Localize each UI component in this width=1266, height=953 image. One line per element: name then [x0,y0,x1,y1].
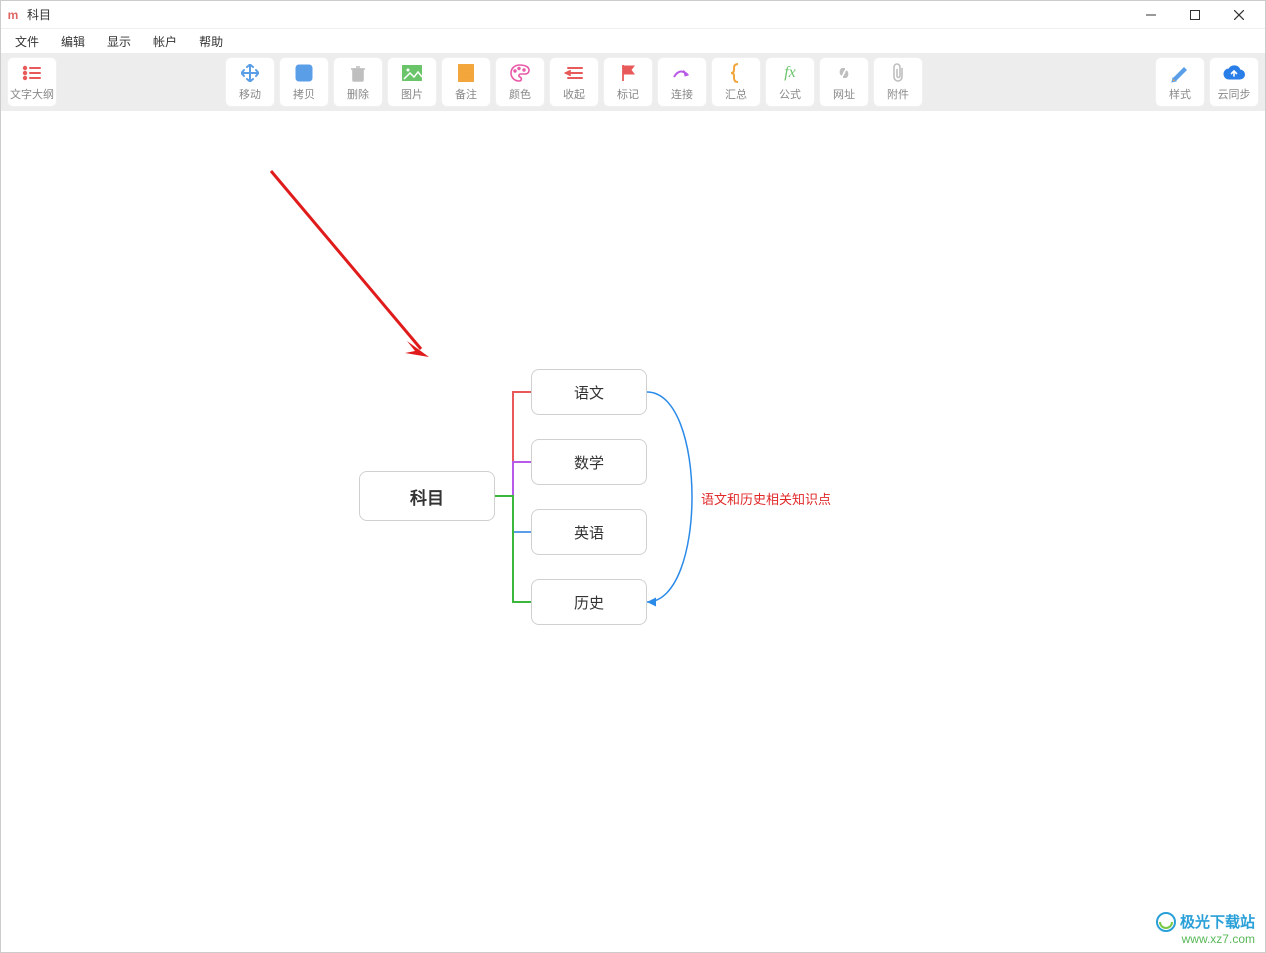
watermark-url: www.xz7.com [1156,932,1255,946]
brace-icon [725,63,747,83]
cloud-icon [1223,63,1245,83]
move-icon [239,63,261,83]
child-node-3[interactable]: 历史 [531,579,647,625]
child-node-0[interactable]: 语文 [531,369,647,415]
watermark-icon [1156,912,1176,932]
trash-icon [347,63,369,83]
child-node-1[interactable]: 数学 [531,439,647,485]
menu-help[interactable]: 帮助 [189,31,233,52]
watermark: 极光下载站 www.xz7.com [1156,911,1255,946]
note-label: 备注 [455,86,477,102]
connect-label: 连接 [671,86,693,102]
note-icon [455,63,477,83]
style-label: 样式 [1169,86,1191,102]
fx-icon: fx [779,63,801,83]
sync-label: 云同步 [1218,86,1251,102]
toolbar: 文字大纲 移动 拷贝 删除 图片 备注 颜色 [1,53,1265,111]
collapse-button[interactable]: 收起 [549,57,599,107]
url-button[interactable]: 网址 [819,57,869,107]
summary-button[interactable]: 汇总 [711,57,761,107]
copy-icon [293,63,315,83]
marker-label: 标记 [617,86,639,102]
menu-display[interactable]: 显示 [97,31,141,52]
connection-annotation: 语文和历史相关知识点 [701,489,831,508]
style-button[interactable]: 样式 [1155,57,1205,107]
palette-icon [509,63,531,83]
move-button[interactable]: 移动 [225,57,275,107]
brush-icon [1169,63,1191,83]
outline-button[interactable]: 文字大纲 [7,57,57,107]
image-label: 图片 [401,86,423,102]
collapse-label: 收起 [563,86,585,102]
watermark-brand: 极光下载站 [1180,911,1255,932]
connect-button[interactable]: 连接 [657,57,707,107]
minimize-button[interactable] [1129,1,1173,29]
sync-button[interactable]: 云同步 [1209,57,1259,107]
marker-button[interactable]: 标记 [603,57,653,107]
list-icon [21,63,43,83]
color-label: 颜色 [509,86,531,102]
app-icon: m [5,7,21,23]
maximize-button[interactable] [1173,1,1217,29]
formula-button[interactable]: fx 公式 [765,57,815,107]
summary-label: 汇总 [725,86,747,102]
window-controls [1129,1,1261,29]
flag-icon [617,63,639,83]
attach-label: 附件 [887,86,909,102]
child-node-2[interactable]: 英语 [531,509,647,555]
copy-button[interactable]: 拷贝 [279,57,329,107]
menu-file[interactable]: 文件 [5,31,49,52]
collapse-icon [563,63,585,83]
image-button[interactable]: 图片 [387,57,437,107]
image-icon [401,63,423,83]
menu-edit[interactable]: 编辑 [51,31,95,52]
menu-account[interactable]: 帐户 [143,31,187,52]
root-node[interactable]: 科目 [359,471,495,521]
paperclip-icon [887,63,909,83]
titlebar: m 科目 [1,1,1265,29]
attach-button[interactable]: 附件 [873,57,923,107]
mindmap-canvas[interactable]: 科目 语文 数学 英语 历史 语文和历史相关知识点 极光下载站 www.xz7.… [1,111,1265,952]
formula-label: 公式 [779,86,801,102]
delete-button[interactable]: 删除 [333,57,383,107]
color-button[interactable]: 颜色 [495,57,545,107]
outline-label: 文字大纲 [10,86,54,102]
copy-label: 拷贝 [293,86,315,102]
move-label: 移动 [239,86,261,102]
close-button[interactable] [1217,1,1261,29]
window-title: 科目 [27,6,1129,23]
link-icon [833,63,855,83]
connect-icon [671,63,693,83]
url-label: 网址 [833,86,855,102]
menubar: 文件 编辑 显示 帐户 帮助 [1,29,1265,53]
note-button[interactable]: 备注 [441,57,491,107]
delete-label: 删除 [347,86,369,102]
